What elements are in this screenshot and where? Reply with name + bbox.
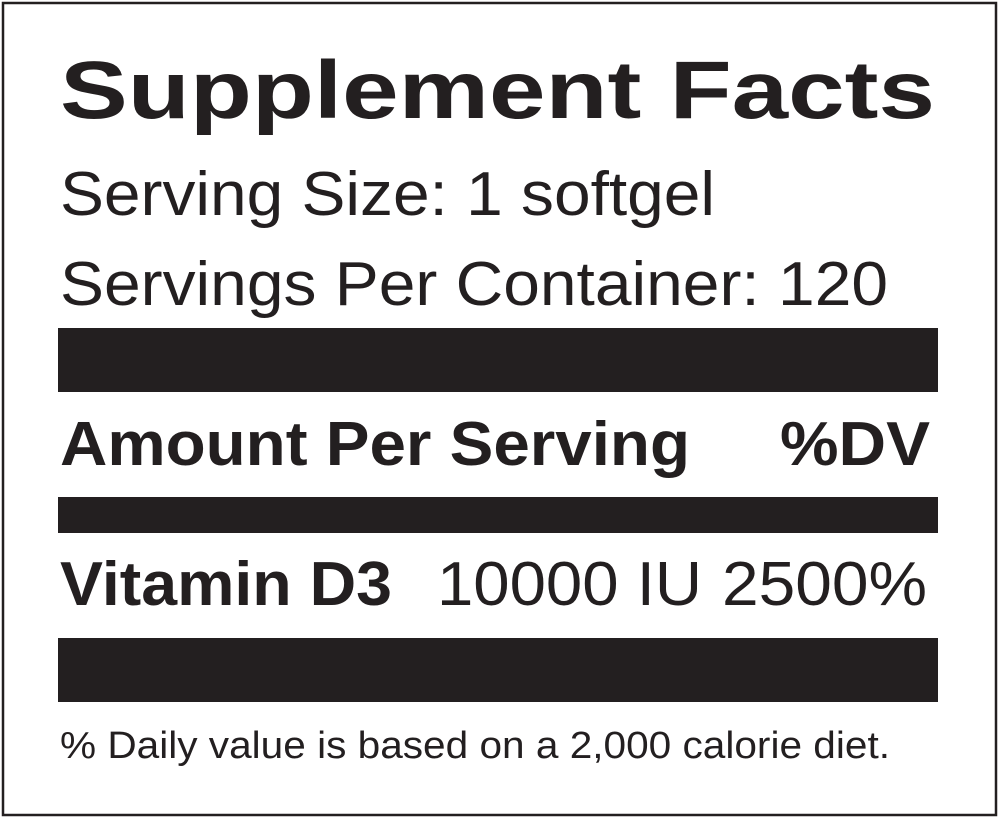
- nutrient-amount: 10000 IU: [437, 550, 702, 619]
- divider-bar: [58, 638, 938, 702]
- footnote: % Daily value is based on a 2,000 calori…: [60, 725, 890, 767]
- nutrient-dv: 2500%: [722, 550, 927, 619]
- divider-bar: [58, 328, 938, 392]
- label-title: Supplement Facts: [60, 45, 935, 136]
- dv-header: %DV: [780, 410, 930, 479]
- amount-header: Amount Per Serving: [60, 410, 690, 479]
- servings-per-container: Servings Per Container: 120: [60, 250, 888, 319]
- nutrient-name: Vitamin D3: [60, 550, 392, 619]
- divider-bar: [58, 497, 938, 533]
- serving-size: Serving Size: 1 softgel: [60, 160, 715, 229]
